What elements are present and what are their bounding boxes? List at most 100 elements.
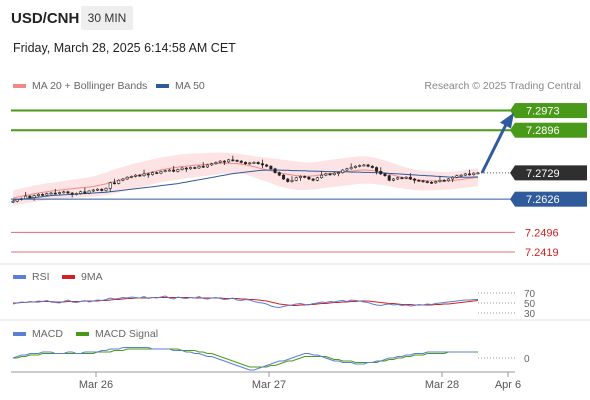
candle-body xyxy=(24,195,28,199)
candle-body xyxy=(391,178,395,181)
candle-body xyxy=(11,200,15,203)
ma50-legend-label: MA 50 xyxy=(175,80,205,93)
candle-body xyxy=(108,182,112,189)
candle-body xyxy=(244,162,248,164)
candle-body xyxy=(256,162,260,164)
candle-body xyxy=(375,167,379,172)
rsi-tick-label: 70 xyxy=(524,289,536,300)
resistance-tag xyxy=(515,122,587,138)
candle-body xyxy=(349,167,353,170)
candle-body xyxy=(227,159,231,163)
signal-legend-label: MACD Signal xyxy=(95,328,159,341)
macd-signal-line xyxy=(13,348,478,368)
candle-body xyxy=(49,192,53,195)
symbol-title: USD/CNH xyxy=(11,10,80,27)
candle-body xyxy=(32,195,36,198)
candle-body xyxy=(28,195,32,198)
current-tag xyxy=(515,165,587,181)
ma9-swatch xyxy=(62,275,75,280)
candle-body xyxy=(112,182,116,185)
chart-header: USD/CNH 30 MIN Friday, March 28, 2025 6:… xyxy=(0,0,590,66)
timeframe-button[interactable]: 30 MIN xyxy=(81,6,133,30)
candle-body xyxy=(159,171,163,174)
legend-ma50: MA 50 xyxy=(156,80,205,92)
candle-body xyxy=(138,174,142,177)
candle-body xyxy=(15,199,19,202)
candle-body xyxy=(425,181,429,183)
ma20-swatch xyxy=(13,84,26,89)
candle-body xyxy=(205,164,209,168)
candle-body xyxy=(396,177,400,180)
candle-body xyxy=(36,194,40,196)
candle-body xyxy=(41,194,45,196)
candle-body xyxy=(294,177,298,181)
ma20-line xyxy=(12,162,479,199)
pivot-tag xyxy=(515,191,587,207)
candle-body xyxy=(282,174,286,180)
candle-body xyxy=(298,176,302,179)
candle-body xyxy=(362,164,366,167)
candle-body xyxy=(201,165,205,168)
candle-body xyxy=(146,173,150,176)
candle-body xyxy=(472,172,476,175)
candle-body xyxy=(387,175,391,181)
x-tick-label: Apr 6 xyxy=(495,379,521,391)
candle-body xyxy=(417,179,421,182)
rsi-line xyxy=(12,295,478,309)
rsi-legend-label: RSI xyxy=(32,271,50,284)
candle-body xyxy=(332,172,336,175)
candle-body xyxy=(277,172,281,176)
candle-body xyxy=(91,189,95,192)
candle-body xyxy=(184,167,188,170)
candle-body xyxy=(62,191,66,194)
resistance-label: 7.2896 xyxy=(526,125,560,137)
candle-body xyxy=(210,163,214,166)
candle-body xyxy=(265,164,269,167)
candle-body xyxy=(96,188,100,191)
candle-body xyxy=(163,170,167,172)
candle-body xyxy=(400,177,404,180)
candle-body xyxy=(341,169,345,173)
candle-body xyxy=(324,173,328,176)
pivot-label: 7.2626 xyxy=(526,194,560,206)
candle-body xyxy=(70,192,74,195)
x-tick-label: Mar 26 xyxy=(79,379,113,391)
candle-body xyxy=(129,176,133,178)
candle-body xyxy=(155,172,159,174)
candle-body xyxy=(459,174,463,177)
candle-body xyxy=(252,162,256,164)
candle-body xyxy=(121,178,125,181)
ma50-swatch xyxy=(156,84,169,89)
candle-body xyxy=(66,191,70,194)
candle-body xyxy=(455,175,459,178)
candle-body xyxy=(408,176,412,180)
candle-body xyxy=(79,191,83,194)
candle-body xyxy=(176,169,180,172)
credit-label: Research © 2025 Trading Central xyxy=(424,80,581,92)
signal-swatch xyxy=(76,332,89,337)
datetime-label: Friday, March 28, 2025 6:14:58 AM CET xyxy=(13,41,236,55)
legend-ma20-bollinger: MA 20 + Bollinger Bands xyxy=(13,80,147,92)
candle-body xyxy=(189,167,193,170)
candle-body xyxy=(379,171,383,175)
candle-body xyxy=(290,179,294,182)
macd-swatch xyxy=(13,332,26,337)
bollinger-band xyxy=(13,152,478,206)
candle-body xyxy=(303,176,307,178)
x-tick-label: Mar 27 xyxy=(252,379,286,391)
candle-body xyxy=(463,173,467,176)
legend-rsi: RSI xyxy=(13,271,50,283)
candle-body xyxy=(74,193,78,195)
candle-body xyxy=(446,178,450,182)
candle-body xyxy=(366,164,370,167)
candle-body xyxy=(222,160,226,163)
candle-body xyxy=(239,160,243,163)
tag-pointer xyxy=(510,122,515,138)
candle-body xyxy=(83,191,87,194)
candle-body xyxy=(53,192,57,195)
resistance-label: 7.2973 xyxy=(526,106,560,118)
candle-body xyxy=(125,176,129,180)
candle-body xyxy=(336,172,340,174)
candle-body xyxy=(404,176,408,179)
